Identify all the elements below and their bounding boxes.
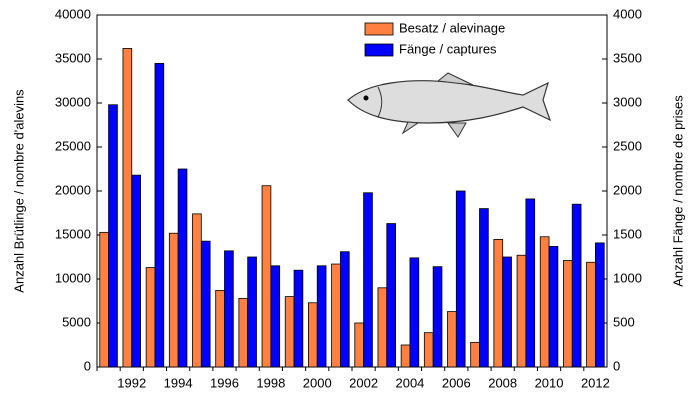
y2-tick-label: 3500 xyxy=(613,50,642,65)
bar xyxy=(200,240,211,368)
bar xyxy=(215,290,225,368)
x-tick-label: 1996 xyxy=(210,375,239,390)
y2-tick-label: 2500 xyxy=(613,138,642,153)
bar xyxy=(308,302,318,368)
bar xyxy=(99,231,109,368)
y-axis-label: Anzahl Brütlinge / nombre d'alevins xyxy=(11,89,26,293)
legend-swatch xyxy=(364,22,394,36)
y-tick-label: 30000 xyxy=(55,94,91,109)
bar xyxy=(224,250,234,368)
x-tick-label: 2006 xyxy=(442,375,471,390)
bar xyxy=(539,236,550,368)
y-tick-label: 35000 xyxy=(55,50,91,65)
x-tick-label: 2012 xyxy=(581,375,610,390)
y-tick-label: 20000 xyxy=(55,182,91,197)
bar xyxy=(525,198,536,368)
bar xyxy=(354,322,364,368)
bar xyxy=(586,261,596,368)
bar xyxy=(261,185,272,368)
y-tick-label: 15000 xyxy=(55,226,91,241)
bar xyxy=(331,263,341,368)
y-tick-label: 25000 xyxy=(55,138,91,153)
y2-tick-label: 0 xyxy=(613,358,620,373)
bar xyxy=(470,341,480,368)
bar xyxy=(238,297,249,368)
y-tick-label: 40000 xyxy=(55,6,91,21)
y2-tick-label: 4000 xyxy=(613,6,642,21)
bar xyxy=(479,208,489,368)
x-tick-label: 1994 xyxy=(164,375,193,390)
bar xyxy=(423,332,434,368)
y2-tick-label: 2000 xyxy=(613,182,642,197)
x-tick-label: 1998 xyxy=(256,375,285,390)
y2-tick-label: 1500 xyxy=(613,226,642,241)
x-tick-label: 2004 xyxy=(395,375,424,390)
bar xyxy=(377,287,388,368)
y-tick-label: 10000 xyxy=(55,270,91,285)
bar xyxy=(502,256,512,368)
bar xyxy=(108,104,118,368)
legend-label: Besatz / alevinage xyxy=(399,20,505,35)
legend-label: Fänge / captures xyxy=(399,41,497,56)
x-tick-label: 2010 xyxy=(535,375,564,390)
bar xyxy=(284,296,295,368)
bar xyxy=(363,192,373,368)
x-tick-label: 2000 xyxy=(303,375,332,390)
bar xyxy=(122,48,133,368)
y2-axis-label: Anzahl Fänge / nombre de prises xyxy=(670,95,685,287)
bar xyxy=(400,344,411,368)
bar xyxy=(270,265,281,368)
bar xyxy=(168,232,179,368)
x-tick-label: 1992 xyxy=(117,375,146,390)
bar xyxy=(154,63,165,368)
bar xyxy=(340,251,350,368)
bar xyxy=(493,238,504,368)
bar xyxy=(386,223,396,368)
bar xyxy=(145,267,156,368)
x-tick-label: 2008 xyxy=(488,375,517,390)
y-tick-label: 0 xyxy=(84,358,91,373)
legend-swatch xyxy=(364,43,394,57)
y2-tick-label: 3000 xyxy=(613,94,642,109)
bar xyxy=(455,190,466,368)
bar xyxy=(316,265,327,368)
bar xyxy=(192,213,202,368)
bar xyxy=(595,242,605,368)
bar xyxy=(247,256,257,368)
bar xyxy=(516,254,527,368)
bar xyxy=(131,174,141,368)
bar xyxy=(409,257,420,368)
bar xyxy=(432,266,443,368)
y-tick-label: 5000 xyxy=(62,314,91,329)
fish-illustration xyxy=(347,72,552,138)
bar xyxy=(447,311,457,368)
bar xyxy=(293,269,304,368)
bar xyxy=(571,203,582,368)
x-tick-label: 2002 xyxy=(349,375,378,390)
bar xyxy=(548,246,559,368)
y2-tick-label: 1000 xyxy=(613,270,642,285)
y2-tick-label: 500 xyxy=(613,314,635,329)
bar xyxy=(177,168,188,368)
bar xyxy=(563,260,573,368)
